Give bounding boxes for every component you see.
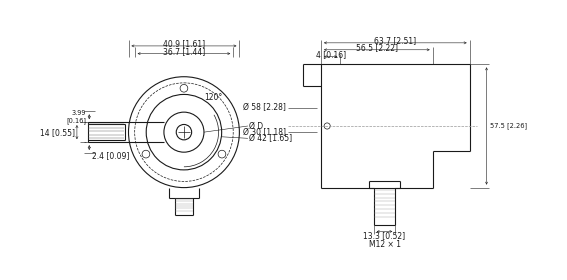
Text: Ø 30 [1.18]: Ø 30 [1.18] [243, 128, 286, 137]
Text: 14 [0.55]: 14 [0.55] [40, 128, 75, 137]
Text: 56.5 [2.22]: 56.5 [2.22] [356, 43, 398, 52]
Text: 3.99
[0.16]: 3.99 [0.16] [66, 110, 86, 124]
Text: 13.3 [0.52]: 13.3 [0.52] [363, 232, 405, 241]
Text: Ø 42 [1.65]: Ø 42 [1.65] [249, 134, 293, 143]
Text: Ø D: Ø D [249, 122, 264, 130]
Text: M12 × 1: M12 × 1 [369, 240, 400, 249]
Text: 57.5 [2.26]: 57.5 [2.26] [490, 123, 527, 129]
Text: 120°: 120° [204, 93, 222, 102]
Text: 63.7 [2.51]: 63.7 [2.51] [374, 36, 416, 45]
Text: 2.4 [0.09]: 2.4 [0.09] [92, 151, 130, 160]
Text: 36.7 [1.44]: 36.7 [1.44] [163, 47, 205, 56]
Text: 40.9 [1.61]: 40.9 [1.61] [163, 39, 205, 48]
Text: Ø 58 [2.28]: Ø 58 [2.28] [243, 103, 286, 112]
Text: 4 [0.16]: 4 [0.16] [316, 50, 346, 59]
